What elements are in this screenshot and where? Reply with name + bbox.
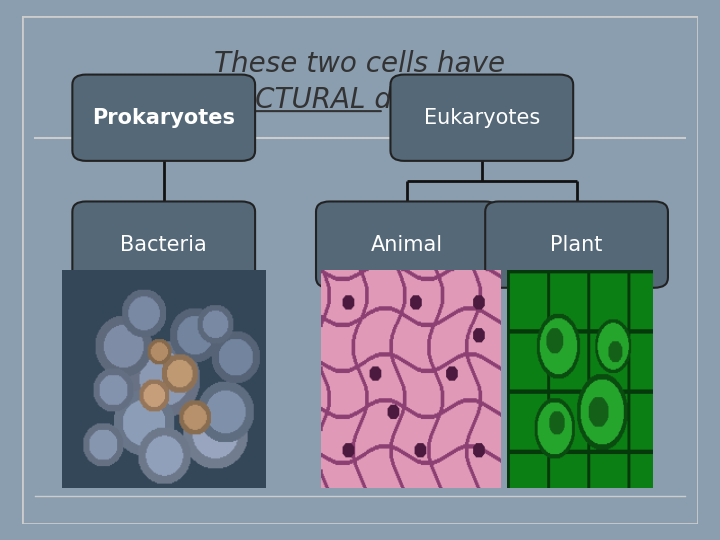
- FancyBboxPatch shape: [72, 201, 255, 288]
- FancyBboxPatch shape: [390, 75, 573, 161]
- Text: Eukaryotes: Eukaryotes: [423, 107, 540, 128]
- Text: Bacteria: Bacteria: [120, 234, 207, 255]
- Text: STRUCTURAL differences.: STRUCTURAL differences.: [181, 86, 539, 114]
- FancyBboxPatch shape: [72, 75, 255, 161]
- Text: Animal: Animal: [372, 234, 444, 255]
- Text: Plant: Plant: [550, 234, 603, 255]
- FancyBboxPatch shape: [485, 201, 668, 288]
- Text: These two cells have: These two cells have: [215, 50, 505, 78]
- Text: Prokaryotes: Prokaryotes: [92, 107, 235, 128]
- FancyBboxPatch shape: [316, 201, 499, 288]
